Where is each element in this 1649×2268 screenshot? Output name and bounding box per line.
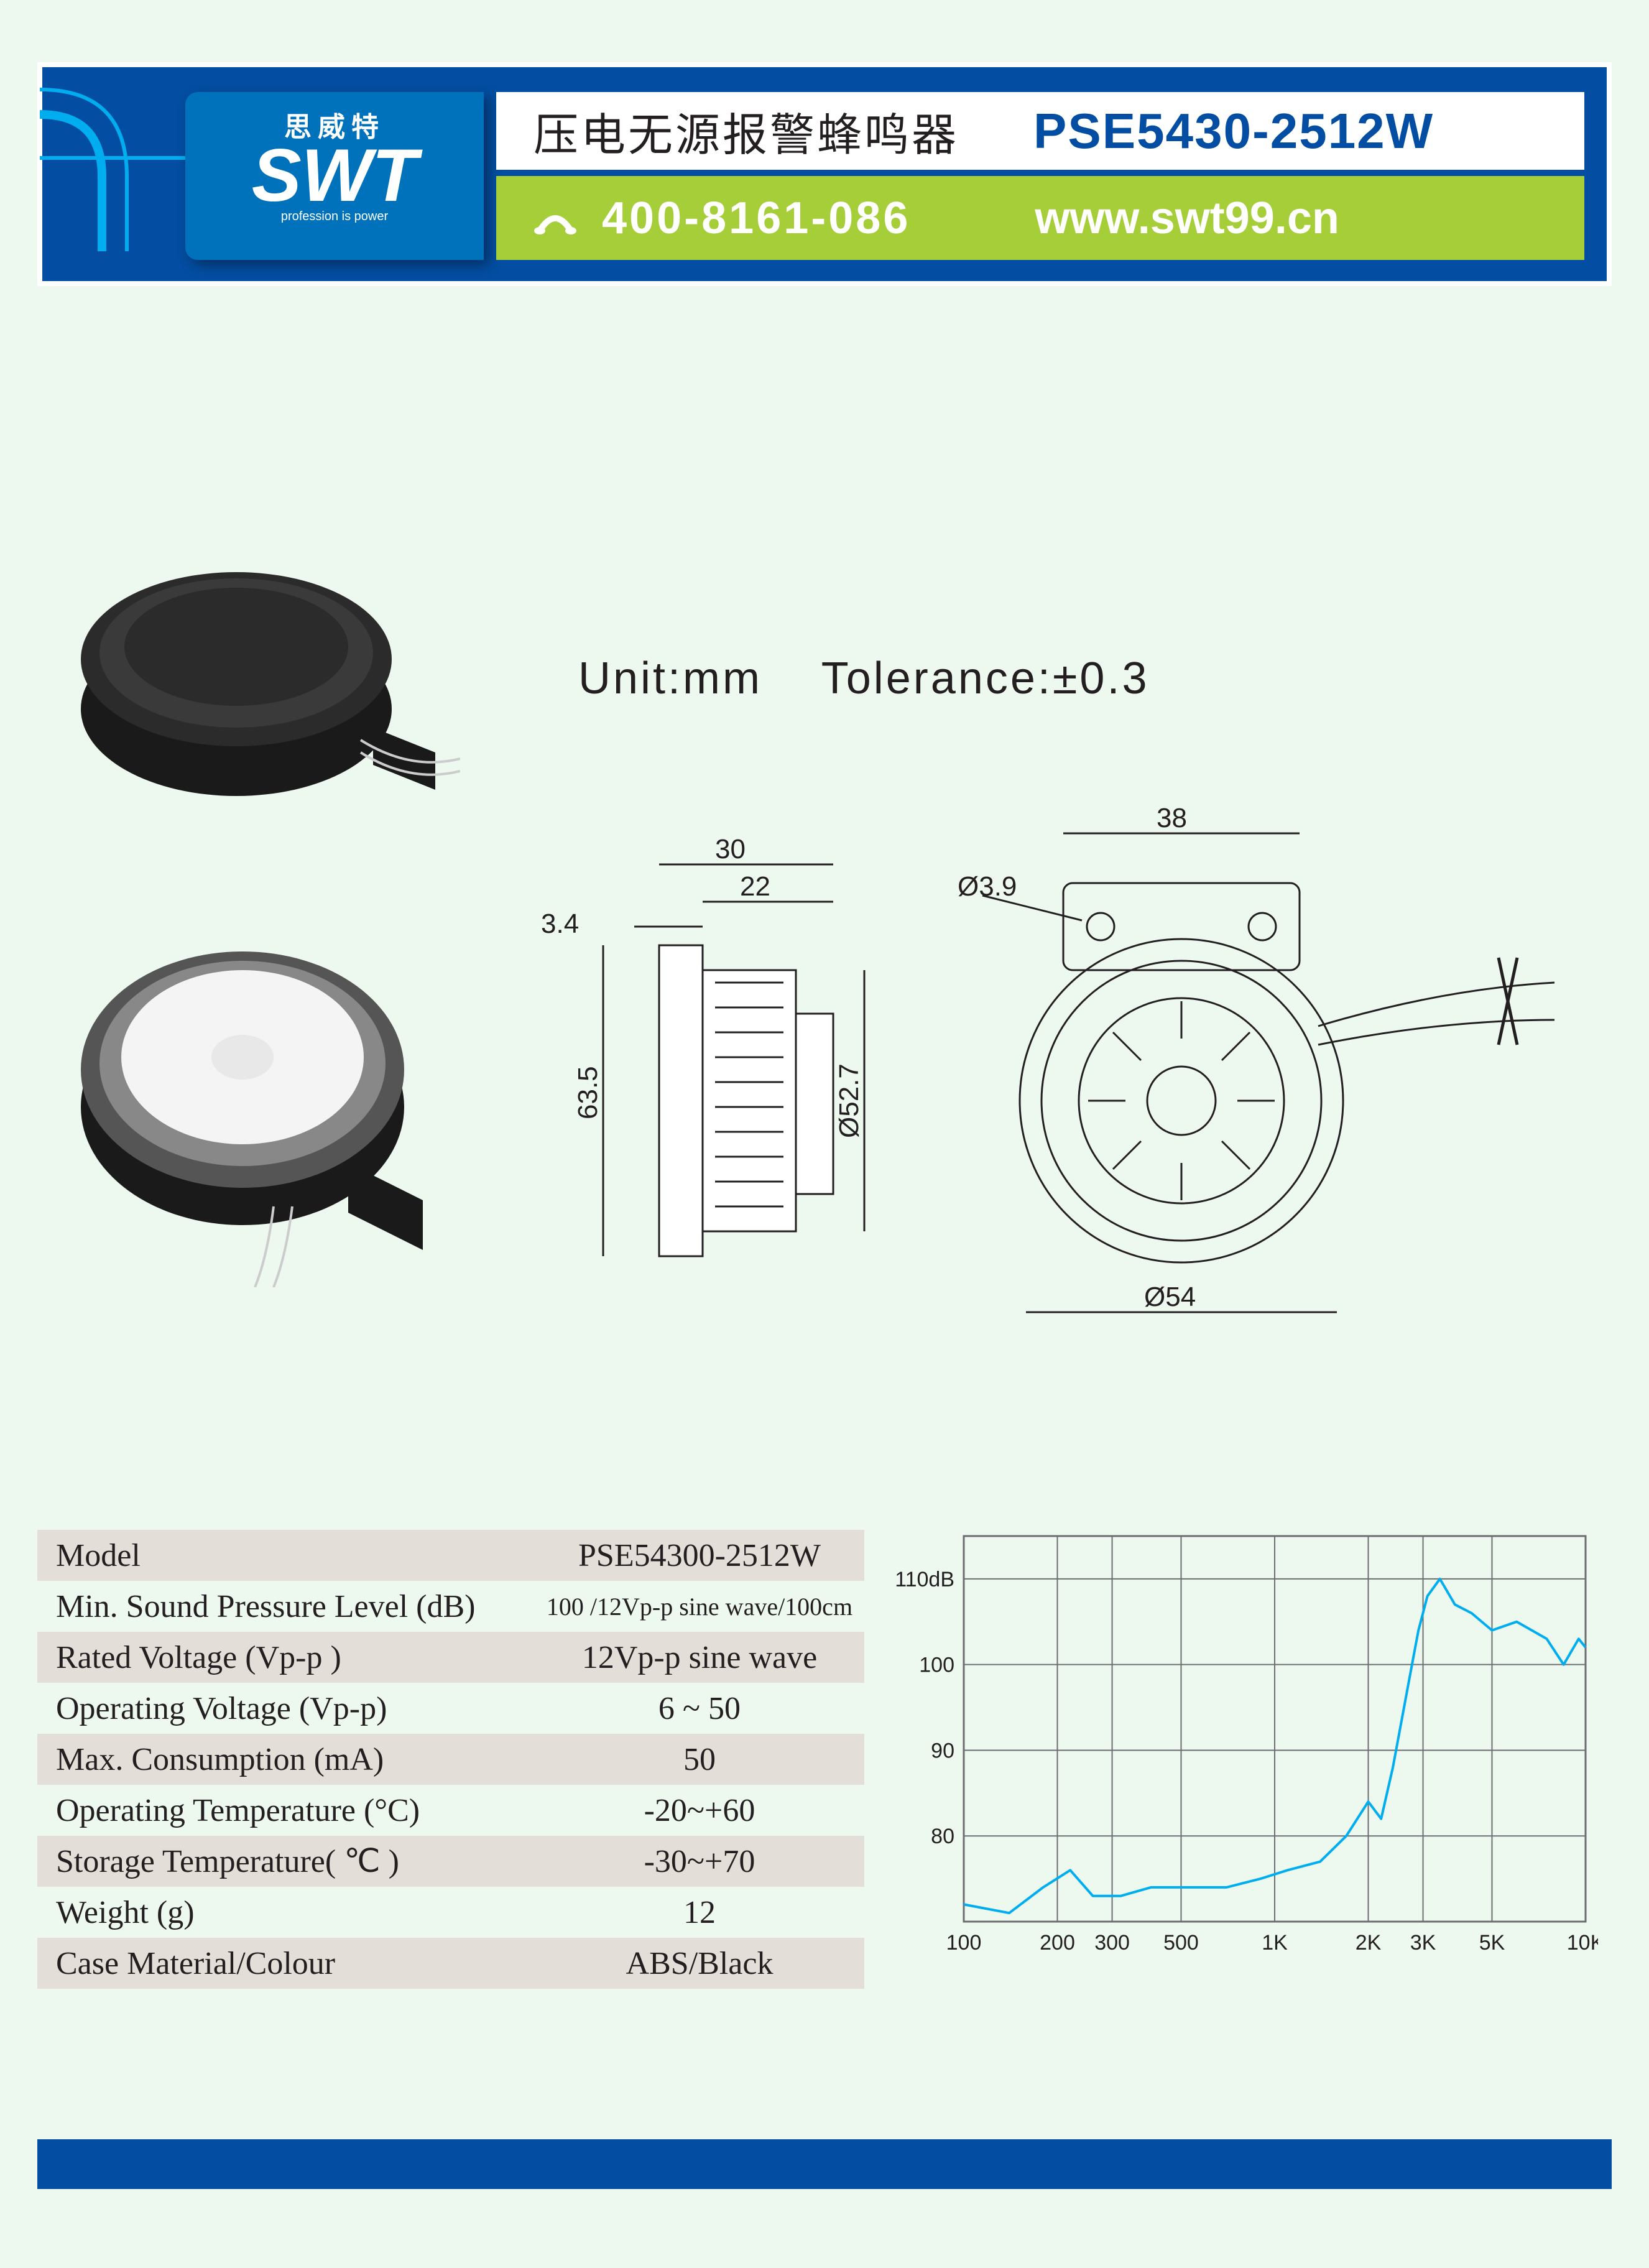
logo-tagline: profession is power (185, 210, 484, 224)
product-model-number: PSE5430-2512W (1033, 103, 1434, 160)
svg-text:38: 38 (1157, 803, 1187, 833)
svg-text:90: 90 (931, 1739, 954, 1762)
svg-text:1K: 1K (1262, 1931, 1288, 1955)
spec-label: Operating Temperature (°C) (37, 1792, 535, 1829)
svg-text:100: 100 (946, 1931, 982, 1955)
spec-label: Rated Voltage (Vp-p ) (37, 1639, 535, 1676)
contact-row: 400-8161-086 www.swt99.cn (496, 176, 1584, 260)
svg-text:Ø54: Ø54 (1144, 1282, 1196, 1312)
phone-icon (534, 200, 577, 237)
svg-text:500: 500 (1163, 1931, 1199, 1955)
technical-dimension-drawing: 3.4 30 22 63.5 Ø52.7 38 (510, 771, 1579, 1331)
spec-value: 100 /12Vp-p sine wave/100cm (535, 1592, 864, 1621)
spec-label: Storage Temperature( ℃ ) (37, 1843, 535, 1880)
footer-bar (37, 2139, 1612, 2189)
product-title-chinese: 压电无源报警蜂鸣器 (534, 98, 959, 164)
spec-value: 6 ~ 50 (535, 1690, 864, 1727)
spec-value: -20~+60 (535, 1792, 864, 1829)
phone-number: 400-8161-086 (602, 193, 910, 244)
svg-text:63.5: 63.5 (573, 1066, 603, 1119)
spec-row: Rated Voltage (Vp-p )12Vp-p sine wave (37, 1632, 864, 1683)
product-photo-top-view (62, 522, 460, 833)
svg-text:30: 30 (715, 834, 746, 864)
specification-table: ModelPSE54300-2512WMin. Sound Pressure L… (37, 1530, 864, 1989)
svg-text:3K: 3K (1410, 1931, 1436, 1955)
header-banner: 思威特 SWT profession is power 压电无源报警蜂鸣器 PS… (37, 62, 1612, 286)
company-logo-block: 思威特 SWT profession is power (185, 92, 484, 260)
spec-label: Weight (g) (37, 1894, 535, 1931)
spec-value: 12Vp-p sine wave (535, 1639, 864, 1676)
spec-value: ABS/Black (535, 1945, 864, 1982)
svg-text:110dB: 110dB (895, 1568, 954, 1591)
svg-text:3.4: 3.4 (541, 909, 579, 939)
svg-text:100: 100 (919, 1654, 954, 1677)
spec-row: Case Material/ColourABS/Black (37, 1938, 864, 1989)
svg-text:200: 200 (1040, 1931, 1075, 1955)
svg-text:80: 80 (931, 1825, 954, 1848)
spec-value: PSE54300-2512W (535, 1537, 864, 1574)
tolerance-label: Tolerance:±0.3 (821, 654, 1150, 703)
svg-text:Ø3.9: Ø3.9 (958, 871, 1017, 902)
spec-row: Operating Voltage (Vp-p)6 ~ 50 (37, 1683, 864, 1734)
decorative-corner-lines (40, 65, 208, 251)
frequency-response-chart: 110dB 100 90 80 100 200 300 500 1K 2K 3K 5K 10K (883, 1517, 1598, 1965)
logo-brand-name: SWT (185, 138, 484, 213)
spec-label: Max. Consumption (mA) (37, 1741, 535, 1778)
spec-value: -30~+70 (535, 1843, 864, 1880)
unit-tolerance-text: Unit:mm Tolerance:±0.3 (578, 653, 1150, 704)
title-row: 压电无源报警蜂鸣器 PSE5430-2512W (496, 92, 1584, 170)
spec-row: ModelPSE54300-2512W (37, 1530, 864, 1581)
svg-text:22: 22 (740, 871, 770, 902)
spec-row: Storage Temperature( ℃ )-30~+70 (37, 1836, 864, 1887)
website-url: www.swt99.cn (1035, 193, 1339, 244)
spec-row: Weight (g)12 (37, 1887, 864, 1938)
svg-text:300: 300 (1094, 1931, 1130, 1955)
svg-text:5K: 5K (1479, 1931, 1505, 1955)
spec-label: Model (37, 1537, 535, 1574)
spec-label: Min. Sound Pressure Level (dB) (37, 1588, 535, 1625)
product-photo-front-view (62, 889, 460, 1287)
svg-text:2K: 2K (1356, 1931, 1382, 1955)
spec-row: Max. Consumption (mA)50 (37, 1734, 864, 1785)
spec-row: Min. Sound Pressure Level (dB)100 /12Vp-… (37, 1581, 864, 1632)
spec-label: Operating Voltage (Vp-p) (37, 1690, 535, 1727)
spec-label: Case Material/Colour (37, 1945, 535, 1982)
svg-text:Ø52.7: Ø52.7 (834, 1063, 864, 1138)
svg-text:10K: 10K (1567, 1931, 1598, 1955)
spec-value: 12 (535, 1894, 864, 1931)
spec-value: 50 (535, 1741, 864, 1778)
spec-row: Operating Temperature (°C)-20~+60 (37, 1785, 864, 1836)
unit-label: Unit:mm (578, 654, 762, 703)
